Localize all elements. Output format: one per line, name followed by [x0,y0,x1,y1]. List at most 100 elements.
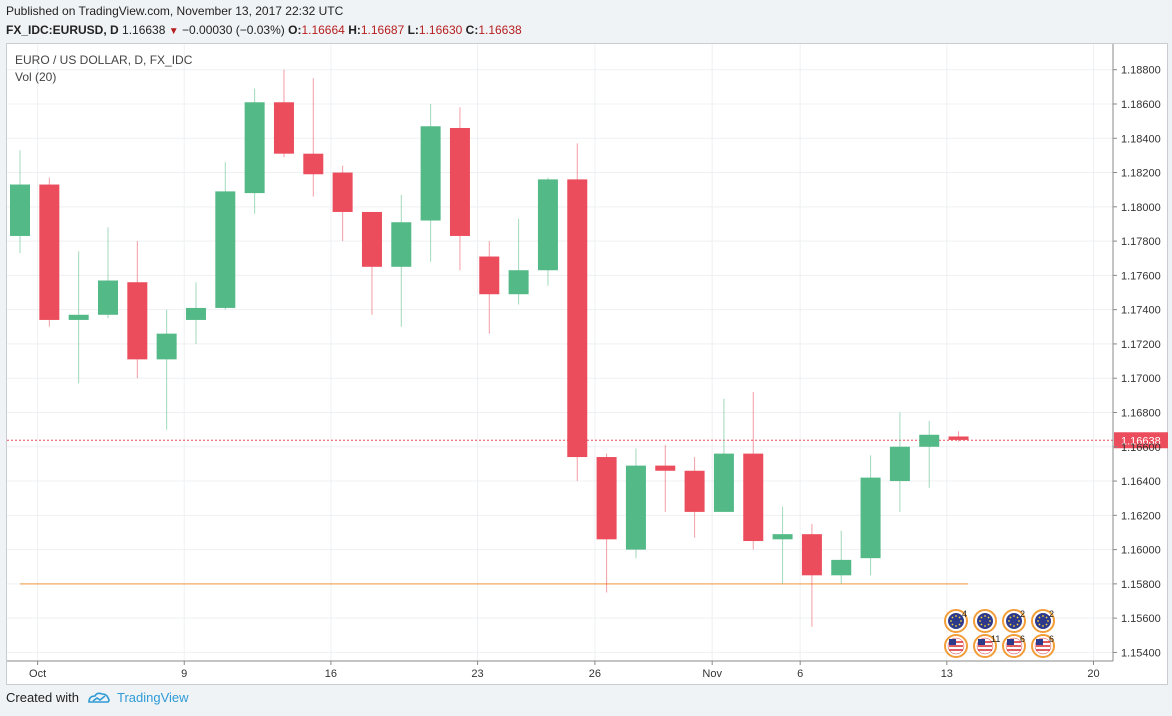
us-flag-event-icon[interactable]: 6 [1002,634,1026,658]
last-price-tag [1114,432,1168,449]
candle-up[interactable] [860,455,881,576]
y-tick-label: 1.15600 [1121,613,1161,625]
candle-down[interactable] [479,241,500,334]
x-tick-label: 6 [797,668,803,680]
y-tick-label: 1.18000 [1121,202,1161,214]
candle-down[interactable] [801,523,822,627]
candle-down[interactable] [39,177,60,327]
candle-down[interactable] [303,78,324,197]
candle-down[interactable] [567,143,588,482]
candle-down[interactable] [361,211,382,315]
candle-body [919,434,940,447]
candle-body [831,559,852,576]
candle-down[interactable] [743,391,764,550]
eu-star [958,616,961,619]
y-tick-label: 1.17400 [1121,305,1161,317]
candle-body [127,282,148,360]
candle-down[interactable] [596,453,617,593]
symbol-label: FX_IDC:EURUSD, D [6,23,119,37]
candle-down[interactable] [655,445,676,512]
candle-down[interactable] [948,431,969,442]
us-flag-event-icon[interactable]: 6 [1031,634,1055,658]
us-canton [1007,639,1014,645]
y-tick-label: 1.17600 [1121,270,1161,282]
candle-up[interactable] [97,227,118,319]
candle-body [68,314,89,320]
candle-body [889,446,910,482]
candle-body [156,333,177,360]
candle-body [567,179,588,458]
close-label: C: [465,23,479,37]
y-tick-label: 1.18200 [1121,168,1161,180]
low-value: 1.16630 [418,23,463,37]
high-value: 1.16687 [360,23,405,37]
candle-body [215,191,236,308]
candle-down[interactable] [684,457,705,538]
candle-body [479,256,500,295]
eu-star [979,620,981,622]
eu-star [1016,623,1019,626]
created-with-label: Created with [6,690,79,705]
eu-star [987,616,990,619]
candle-body [97,280,118,315]
candle-up[interactable] [391,194,412,327]
candle-up[interactable] [537,177,558,286]
us-flag-event-icon[interactable] [944,634,968,658]
y-tick-label: 1.15800 [1121,579,1161,591]
us-flag-event-icon[interactable]: 11 [973,634,1000,658]
eu-flag-event-icon[interactable]: 2 [1031,609,1055,633]
y-tick-label: 1.17000 [1121,373,1161,385]
published-line: Published on TradingView.com, November 1… [6,4,344,18]
eu-flag-event-icon[interactable] [973,609,997,633]
candle-up[interactable] [420,103,441,262]
eu-star [958,623,961,626]
candle-down[interactable] [273,69,294,158]
y-tick-label: 1.16400 [1121,476,1161,488]
candle-up[interactable] [215,162,236,310]
x-tick-label: 13 [941,668,953,680]
eu-flag-event-icon[interactable]: 2 [1002,609,1026,633]
eu-star [1018,620,1020,622]
candle-up[interactable] [625,448,646,559]
candle-up[interactable] [10,150,30,254]
candle-up[interactable] [889,412,910,512]
eu-star [1008,620,1010,622]
last-price-line-layer: 1.16638 [7,432,1168,449]
event-badge-layer: 4 2 2 11 6 6 [944,609,1055,658]
eu-star [1042,615,1044,617]
candle-down[interactable] [449,107,470,271]
y-tick-label: 1.17200 [1121,339,1161,351]
candle-up[interactable] [919,421,940,488]
candle-up[interactable] [68,251,89,384]
eu-star [980,616,983,619]
event-count-label: 11 [991,634,1000,644]
eu-star [1013,615,1015,617]
candle-body [361,211,382,267]
eu-star [1042,625,1044,627]
y-tick-label: 1.17800 [1121,236,1161,248]
x-tick-label: 9 [181,668,187,680]
candle-down[interactable] [127,241,148,379]
candle-body [625,465,646,550]
candle-up[interactable] [772,506,793,584]
us-canton [1036,639,1043,645]
candle-up[interactable] [508,218,529,305]
event-count-label: 6 [1049,634,1054,644]
candle-body [537,179,558,271]
candle-up[interactable] [156,309,177,430]
axis-layer: 1.18800 1.18600 1.18400 1.18200 1.18000 1.178… [7,44,1161,680]
candle-up[interactable] [185,282,206,344]
volume-indicator-label[interactable]: Vol (20) [15,70,57,84]
eu-star [984,625,986,627]
y-tick-label: 1.16200 [1121,510,1161,522]
candle-body [10,184,30,236]
candle-up[interactable] [713,398,734,512]
candle-body [185,307,206,320]
candle-up[interactable] [831,530,852,584]
eu-flag-event-icon[interactable]: 4 [944,609,968,633]
low-label: L: [407,23,419,37]
tradingview-brand[interactable]: TradingView [116,690,189,705]
candle-up[interactable] [244,88,265,214]
candle-down[interactable] [332,165,353,242]
